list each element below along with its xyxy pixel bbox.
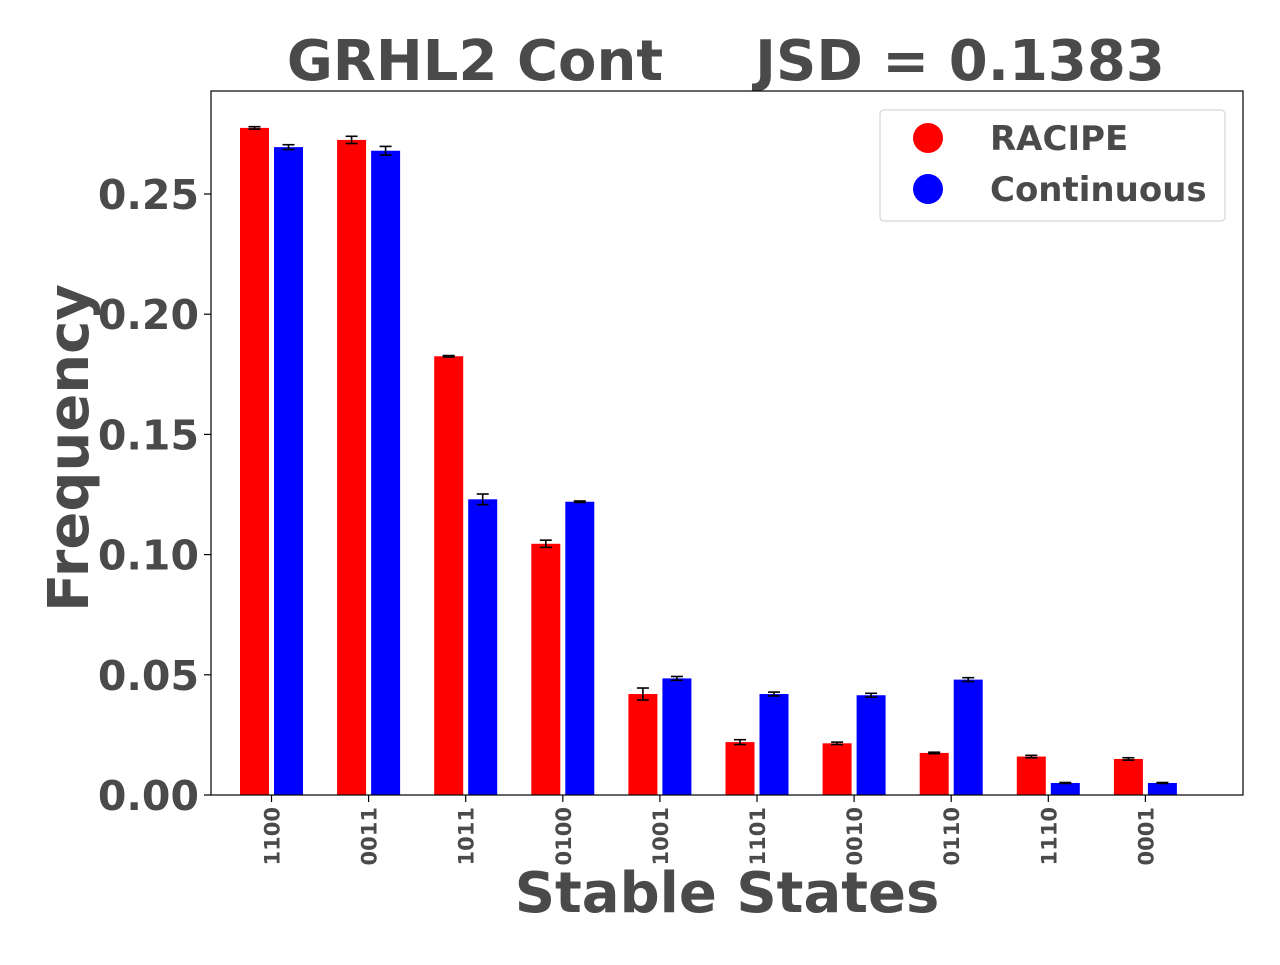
- bar-racipe-0011: [337, 139, 367, 795]
- y-tick-label-0.10: 0.10: [98, 532, 199, 580]
- x-tick-label-1101: 1101: [746, 807, 770, 865]
- plot-frame: [210, 90, 1244, 796]
- y-tick-label-0.05: 0.05: [98, 652, 199, 700]
- x-tick-label-1001: 1001: [649, 807, 673, 865]
- bar-continuous-1011: [468, 499, 498, 795]
- legend: RACIPE Continuous: [879, 109, 1226, 222]
- x-tick-label-1110: 1110: [1037, 807, 1061, 865]
- x-tick-label-0011: 0011: [358, 807, 382, 865]
- bar-continuous-0110: [953, 679, 983, 795]
- x-tick-label-1011: 1011: [455, 807, 479, 865]
- x-axis-label: Stable States: [515, 861, 940, 926]
- bar-continuous-0001: [1147, 782, 1177, 795]
- bar-continuous-0010: [856, 695, 886, 795]
- bar-continuous-1101: [759, 694, 789, 795]
- bar-racipe-1100: [240, 127, 269, 795]
- legend-label-continuous: Continuous: [990, 170, 1207, 210]
- chart-title-left: GRHL2 Cont: [287, 29, 663, 94]
- x-tick-label-1100: 1100: [261, 807, 285, 865]
- bar-racipe-0010: [822, 743, 852, 795]
- bar-racipe-1101: [725, 742, 755, 795]
- bar-racipe-1110: [1016, 756, 1046, 795]
- y-axis: 0.00 0.05 0.10 0.15 0.20 0.25: [98, 171, 211, 820]
- x-tick-label-0100: 0100: [552, 807, 576, 865]
- bar-continuous-1001: [662, 678, 692, 795]
- legend-frame: [879, 109, 1226, 222]
- bar-racipe-0100: [531, 543, 561, 795]
- y-tick-label-0.00: 0.00: [98, 772, 199, 820]
- y-tick-label-0.15: 0.15: [98, 411, 199, 459]
- bar-continuous-0100: [565, 501, 595, 795]
- bar-racipe-0110: [919, 752, 949, 795]
- legend-marker-racipe: [913, 123, 943, 153]
- x-tick-label-0010: 0010: [843, 807, 867, 865]
- bars-layer: [240, 127, 1177, 795]
- bar-racipe-1001: [628, 694, 658, 795]
- bar-continuous-1110: [1050, 782, 1080, 795]
- chart-title-right: JSD = 0.1383: [751, 29, 1165, 94]
- y-axis-label: Frequency: [37, 284, 102, 612]
- legend-label-racipe: RACIPE: [990, 119, 1128, 159]
- x-tick-label-0001: 0001: [1134, 807, 1158, 865]
- error-bars-layer: [248, 125, 1169, 785]
- bar-continuous-0011: [371, 150, 401, 795]
- y-tick-label-0.25: 0.25: [98, 171, 199, 219]
- bar-racipe-1011: [434, 356, 464, 795]
- x-axis: 1100 0011 1011 0100 1001 1101 0010 0110 1110 0001: [261, 795, 1158, 865]
- bar-continuous-1100: [274, 147, 303, 795]
- bar-racipe-0001: [1113, 758, 1143, 795]
- legend-marker-continuous: [913, 174, 943, 204]
- y-tick-label-0.20: 0.20: [98, 291, 199, 339]
- x-tick-label-0110: 0110: [940, 807, 964, 865]
